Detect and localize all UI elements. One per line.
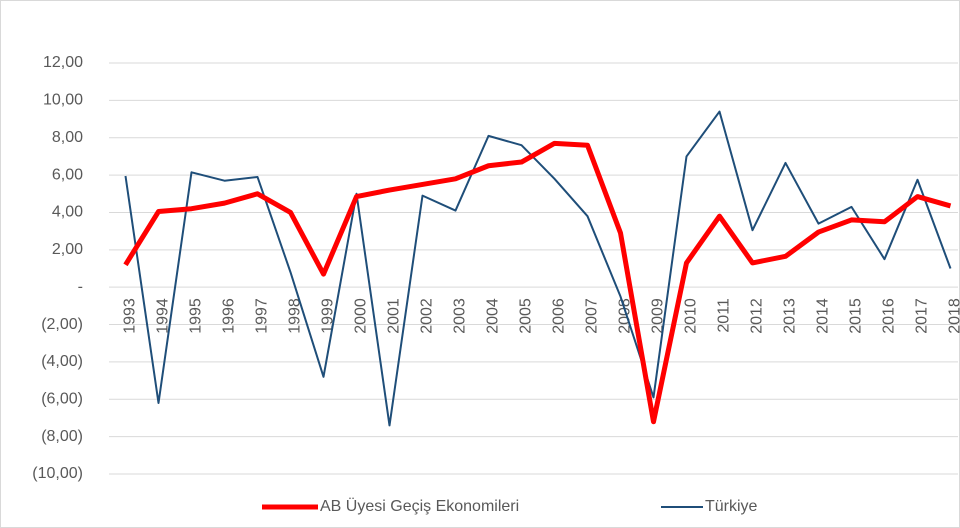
y-tick-label: 6,00 [52, 166, 83, 183]
x-tick-label: 2016 [881, 298, 898, 334]
series-line [123, 140, 952, 425]
x-tick-label: 2000 [353, 298, 370, 334]
y-tick-label: 8,00 [52, 129, 83, 146]
x-tick-label: 2006 [551, 298, 568, 334]
x-tick-label: 1993 [122, 298, 139, 334]
x-tick-label: 1997 [254, 298, 271, 334]
x-tick-label: 2013 [782, 298, 799, 334]
y-tick-label: (4,00) [41, 353, 83, 370]
x-tick-label: 2005 [518, 298, 535, 334]
x-tick-label: 2012 [749, 298, 766, 334]
y-tick-label: 10,00 [43, 92, 83, 109]
y-tick-label: 2,00 [52, 241, 83, 258]
x-tick-label: 2004 [485, 298, 502, 334]
x-tick-label: 2011 [716, 298, 733, 333]
x-tick-label: 1995 [188, 298, 205, 334]
x-tick-label: 2010 [683, 298, 700, 334]
x-tick-label: 1996 [221, 298, 238, 334]
y-tick-label: (10,00) [32, 465, 83, 482]
x-tick-label: 2001 [386, 298, 403, 334]
y-tick-label: (8,00) [41, 428, 83, 445]
x-tick-label: 2018 [947, 298, 960, 334]
y-tick-label: - [78, 278, 83, 295]
x-tick-label: 1994 [155, 298, 172, 334]
y-tick-label: 12,00 [43, 54, 83, 71]
x-tick-label: 2007 [584, 298, 601, 334]
series-line [124, 110, 952, 427]
x-tick-label: 2014 [815, 298, 832, 334]
x-tick-label: 2002 [419, 298, 436, 334]
legend-label: Türkiye [705, 498, 758, 515]
y-tick-label: (6,00) [41, 390, 83, 407]
x-tick-label: 2003 [452, 298, 469, 334]
y-tick-label: 4,00 [52, 204, 83, 221]
x-tick-label: 2017 [914, 298, 931, 334]
y-tick-label: (2,00) [41, 316, 83, 333]
x-tick-label: 2015 [848, 298, 865, 334]
legend-label: AB Üyesi Geçiş Ekonomileri [320, 497, 519, 515]
x-tick-label: 1998 [287, 298, 304, 334]
